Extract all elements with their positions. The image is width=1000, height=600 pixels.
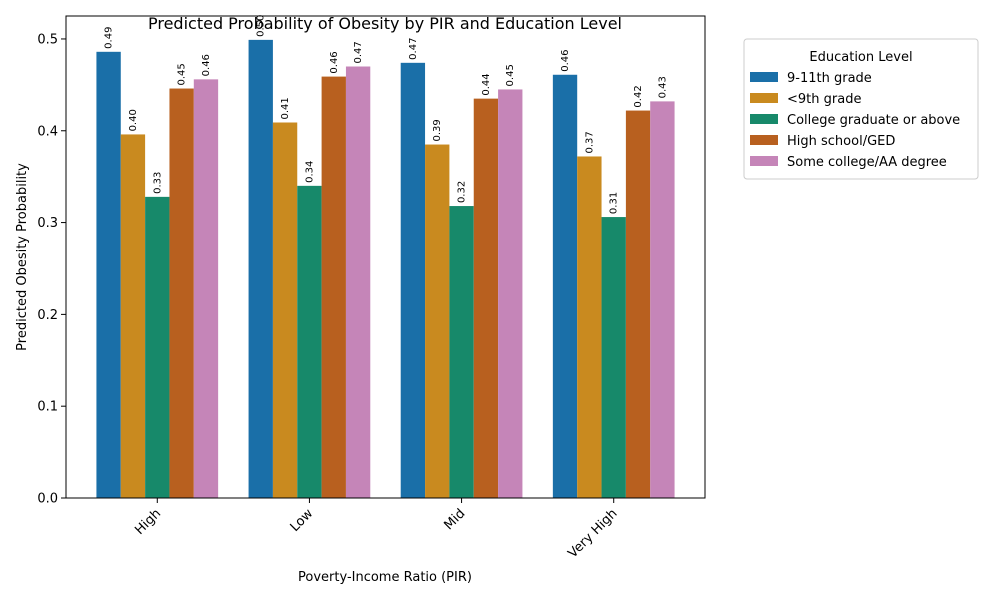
- plot-frame: [65, 15, 706, 499]
- data-label-3-1: 0.37: [584, 131, 595, 153]
- bar-3-0: [552, 74, 578, 498]
- data-label-0-2: 0.33: [152, 172, 163, 194]
- bar-1-2: [297, 185, 322, 498]
- data-label-0-3: 0.45: [177, 63, 188, 85]
- bar-3-4: [650, 101, 675, 498]
- x-tick-label-1: Low: [288, 506, 317, 535]
- data-label-1-2: 0.34: [304, 161, 315, 183]
- y-axis: 0.0 0.1 0.2 0.3 0.4 0.5: [37, 32, 66, 507]
- legend-swatch-3: [750, 135, 778, 145]
- bar-2-4: [498, 89, 523, 498]
- data-label-3-0: 0.46: [560, 49, 571, 71]
- data-label-2-0: 0.47: [408, 38, 419, 60]
- bar-3-2: [601, 217, 626, 498]
- bar-0-4: [193, 79, 219, 498]
- data-label-1-4: 0.47: [353, 41, 364, 63]
- x-tick-label-0: High: [132, 506, 164, 538]
- bar-2-1: [425, 144, 450, 498]
- bar-3-1: [577, 156, 602, 498]
- legend-entry-4: Some college/AA degree: [787, 155, 947, 170]
- legend: Education Level 9-11th grade <9th grade Co…: [743, 38, 979, 180]
- bar-1-3: [321, 76, 346, 498]
- bars-group: [96, 39, 675, 499]
- y-tick-label-4: 0.4: [37, 124, 58, 139]
- chart-title: Predicted Probability of Obesity by PIR …: [148, 14, 622, 33]
- data-label-1-0: 0.50: [256, 15, 267, 37]
- bar-0-3: [169, 88, 194, 498]
- data-label-1-3: 0.46: [329, 51, 340, 73]
- bar-3-3: [625, 110, 651, 498]
- data-label-0-0: 0.49: [104, 27, 115, 49]
- data-label-3-4: 0.43: [657, 76, 668, 98]
- data-label-3-3: 0.42: [633, 85, 644, 107]
- bar-1-0: [248, 39, 273, 499]
- legend-swatch-2: [750, 114, 778, 124]
- bar-1-1: [272, 122, 298, 498]
- legend-entry-1: <9th grade: [787, 92, 861, 107]
- y-tick-label-2: 0.2: [37, 308, 58, 323]
- data-label-2-1: 0.39: [432, 119, 443, 141]
- y-tick-label-1: 0.1: [37, 400, 58, 415]
- bar-0-2: [145, 196, 170, 499]
- legend-entry-0: 9-11th grade: [787, 71, 872, 86]
- legend-swatch-4: [750, 156, 778, 166]
- legend-entry-2: College graduate or above: [787, 113, 960, 128]
- y-tick-label-0: 0.0: [37, 492, 58, 507]
- bar-0-0: [96, 51, 121, 499]
- legend-title: Education Level: [809, 50, 912, 65]
- data-label-1-1: 0.41: [280, 97, 291, 119]
- bar-1-4: [345, 66, 371, 498]
- legend-swatch-0: [750, 72, 778, 82]
- data-label-3-2: 0.31: [609, 192, 620, 214]
- data-label-2-4: 0.45: [505, 64, 516, 86]
- data-label-2-2: 0.32: [457, 181, 468, 203]
- y-tick-label-3: 0.3: [37, 216, 58, 231]
- bar-2-0: [400, 62, 426, 498]
- x-tick-label-3: Very High: [565, 506, 620, 561]
- x-axis-label: Poverty-Income Ratio (PIR): [298, 570, 472, 585]
- data-label-0-1: 0.40: [128, 109, 139, 131]
- data-label-2-3: 0.44: [481, 73, 492, 95]
- legend-box: [743, 38, 979, 180]
- bar-2-2: [449, 206, 474, 499]
- legend-swatch-1: [750, 93, 778, 103]
- bar-0-1: [120, 134, 146, 498]
- x-tick-label-2: Mid: [441, 506, 468, 533]
- data-labels-group: 0.49 0.50 0.47 0.46 0.40 0.41 0.39 0.37 0.33 0.34…: [104, 15, 669, 214]
- legend-entry-3: High school/GED: [787, 134, 895, 149]
- data-label-0-4: 0.46: [201, 54, 212, 76]
- bar-2-3: [473, 98, 499, 498]
- x-axis: High Low Mid Very High: [132, 498, 621, 561]
- y-tick-label-5: 0.5: [37, 32, 58, 47]
- legend-items: 9-11th grade <9th grade College graduate o…: [750, 71, 960, 170]
- y-axis-label: Predicted Obesity Probability: [15, 163, 30, 351]
